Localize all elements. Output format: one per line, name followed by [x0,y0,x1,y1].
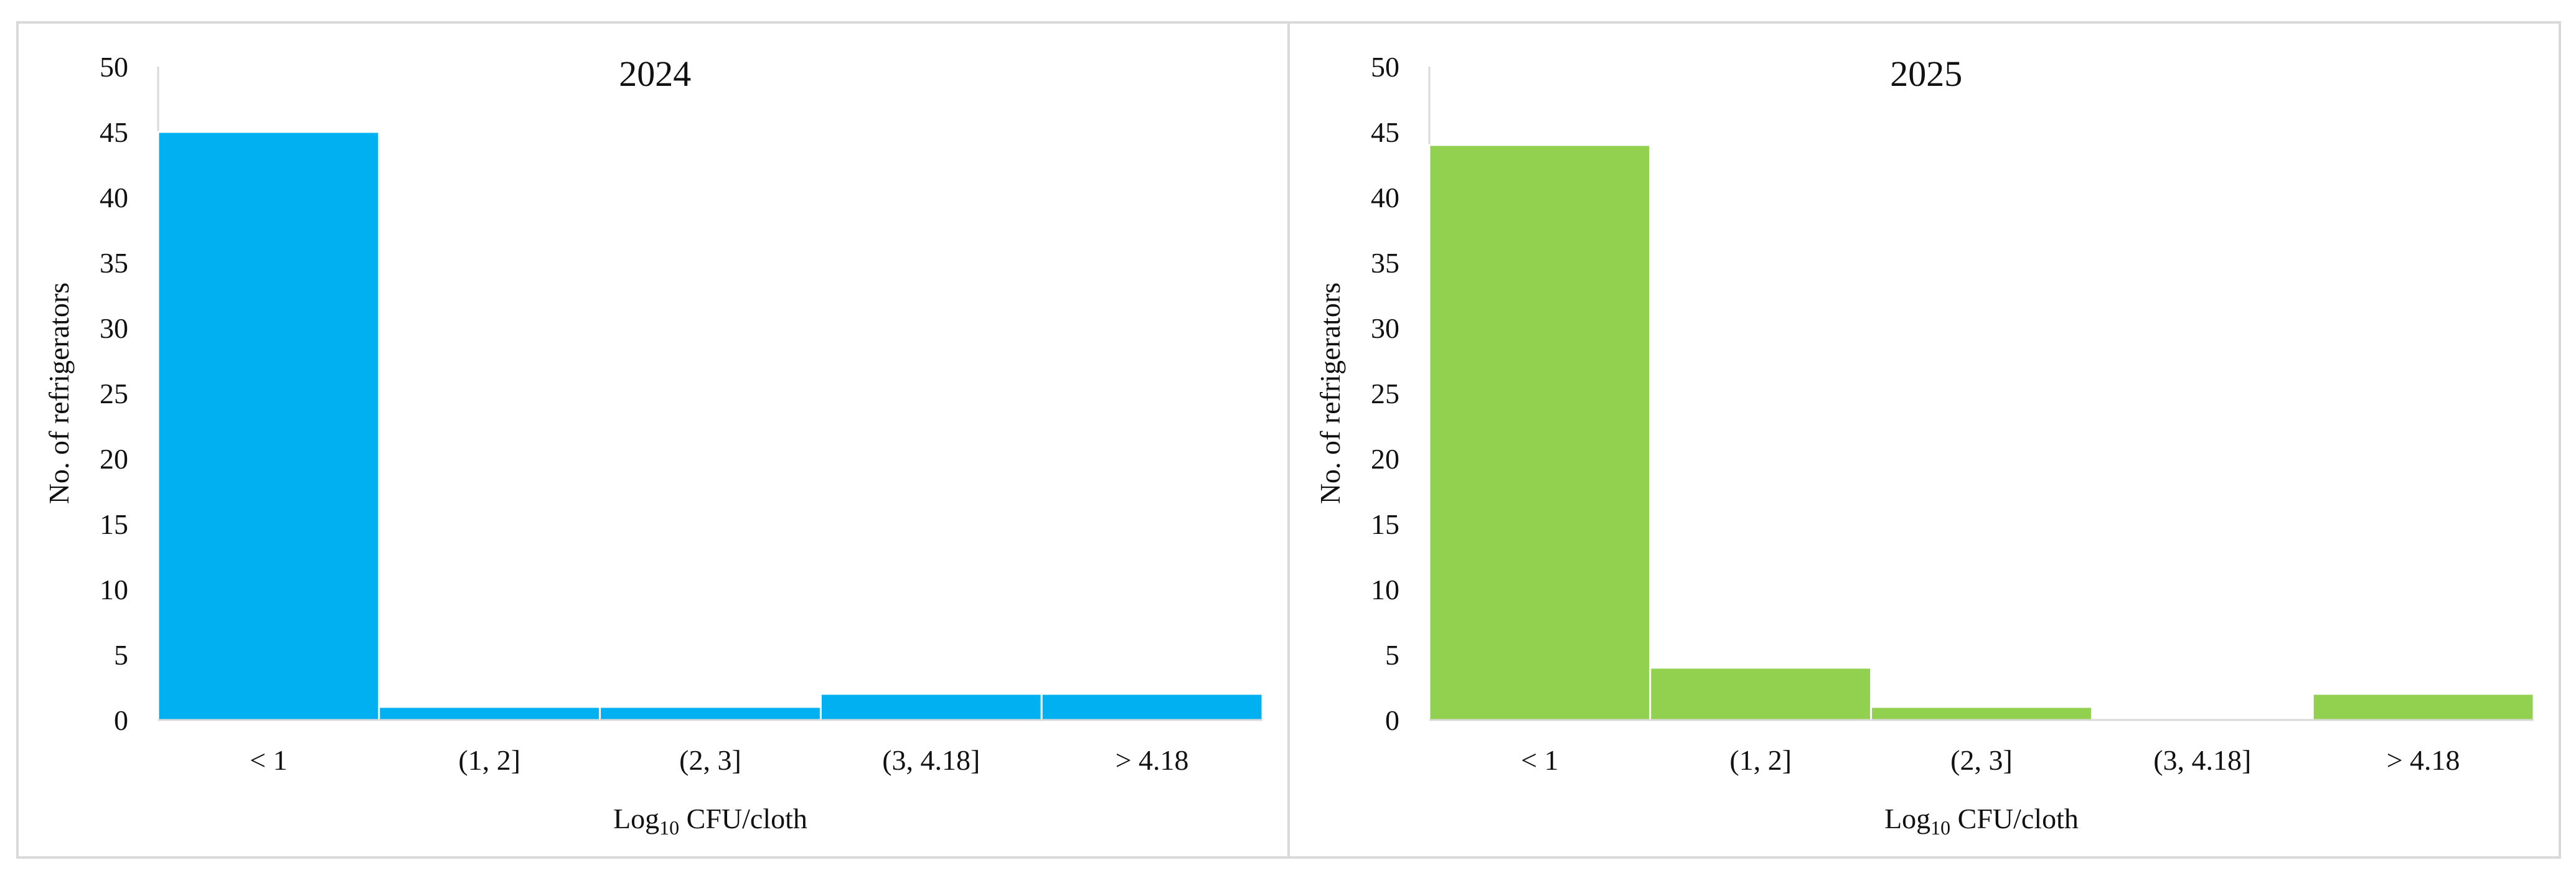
y-axis-label-2025: No. of refrigerators [1314,283,1346,504]
bar-2024-1 [378,706,601,721]
y-tick-label-2024-0: 0 [114,704,128,736]
x-tick-label-2025-0: < 1 [1521,744,1558,776]
y-tick-label-2024-30: 30 [100,312,128,344]
chart-title-2025: 2025 [1890,54,1962,94]
bar-2024-0 [157,131,380,721]
y-tick-label-2025-15: 15 [1371,508,1399,540]
y-tick-label-2025-50: 50 [1371,51,1399,83]
chart-panel-2025: 0 5 10 15 20 25 30 35 40 45 50 < 1 (1, 2] (2, 3] (3, 4… [1287,21,2561,859]
y-tick-label-2025-40: 40 [1371,182,1399,213]
bar-2025-0 [1428,144,1652,721]
bar-2025-1 [1649,666,1873,721]
y-tick-label-2025-30: 30 [1371,312,1399,344]
y-tick-label-2025-45: 45 [1371,116,1399,148]
y-tick-label-2024-35: 35 [100,247,128,279]
y-tick-label-2024-25: 25 [100,378,128,409]
y-tick-label-2025-0: 0 [1385,704,1399,736]
y-tick-label-2025-10: 10 [1371,574,1399,605]
x-tick-label-2025-2: (2, 3] [1950,744,2013,776]
bar-2025-4 [2311,693,2535,721]
x-tick-label-2025-4: > 4.18 [2387,744,2460,776]
y-tick-label-2024-5: 5 [114,639,128,671]
x-tick-label-2025-1: (1, 2] [1729,744,1792,776]
x-tick-label-2024-3: (3, 4.18] [882,744,980,776]
x-tick-label-2024-2: (2, 3] [679,744,741,776]
histogram-chart-2024: 0 5 10 15 20 25 30 35 40 45 50 < 1 (1, 2] (2, 3] (3, 4… [43,51,1264,839]
bar-2024-2 [599,706,822,721]
bar-2025-2 [1870,706,2093,721]
chart-title-2024: 2024 [619,54,691,94]
y-tick-label-2025-5: 5 [1385,639,1399,671]
x-axis-label-2024: Log10 CFU/cloth [613,803,807,839]
y-tick-label-2025-20: 20 [1371,443,1399,475]
x-tick-label-2025-3: (3, 4.18] [2153,744,2251,776]
y-tick-label-2025-25: 25 [1371,378,1399,409]
x-tick-label-2024-1: (1, 2] [458,744,520,776]
y-tick-label-2024-50: 50 [100,51,128,83]
bar-2024-3 [819,693,1043,721]
x-tick-label-2024-0: < 1 [250,744,287,776]
y-tick-label-2024-10: 10 [100,574,128,605]
y-tick-label-2024-40: 40 [100,182,128,213]
x-axis-label-2025: Log10 CFU/cloth [1884,803,2079,839]
x-tick-label-2024-4: > 4.18 [1116,744,1189,776]
y-axis-label-2024: No. of refrigerators [43,283,75,504]
y-tick-label-2025-35: 35 [1371,247,1399,279]
y-tick-label-2024-20: 20 [100,443,128,475]
chart-panel-2024: 0 5 10 15 20 25 30 35 40 45 50 < 1 (1, 2] (2, 3] (3, 4… [16,21,1291,859]
y-tick-label-2024-15: 15 [100,508,128,540]
bar-2024-4 [1040,693,1264,721]
y-tick-label-2024-45: 45 [100,116,128,148]
